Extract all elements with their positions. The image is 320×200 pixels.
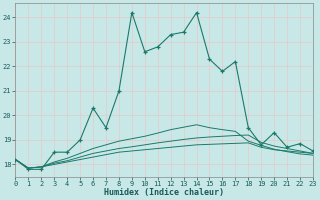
X-axis label: Humidex (Indice chaleur): Humidex (Indice chaleur) (104, 188, 224, 197)
